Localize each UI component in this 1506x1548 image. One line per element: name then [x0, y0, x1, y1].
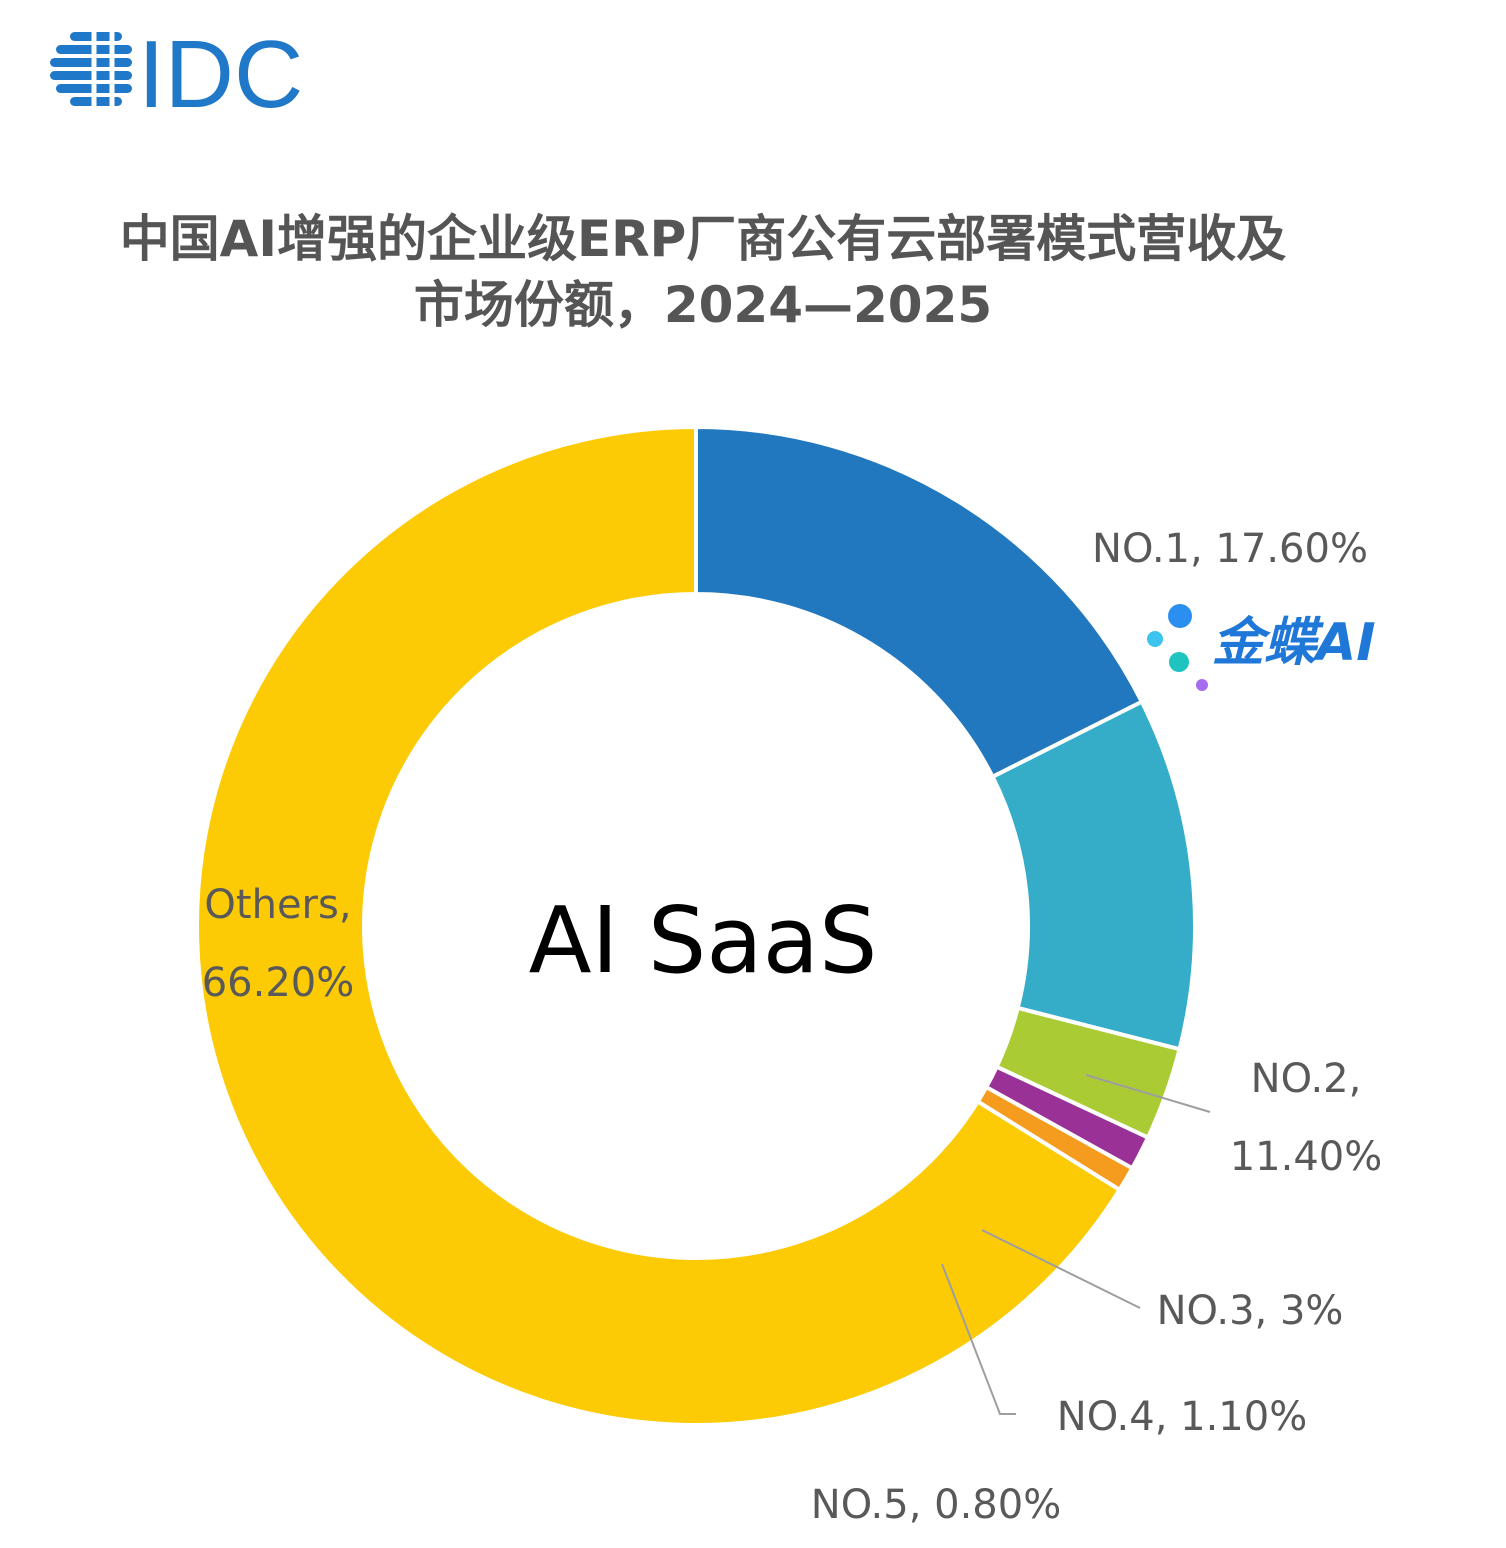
donut-slice-no-1 [694, 424, 1145, 780]
kingdee-dots-icon [1147, 604, 1208, 691]
slice-label-others-line-2: 66.20% [202, 960, 355, 1006]
leader-line-no-3 [981, 1229, 1141, 1309]
slice-label-no-4: NO.4, 1.10% [1057, 1394, 1307, 1440]
donut-slices [195, 424, 1198, 1427]
kingdee-logo-text: 金蝶AI [1212, 613, 1376, 673]
leader-line-no-4 [941, 1263, 1016, 1415]
slice-label-no-2-line-1: NO.2, [1251, 1056, 1362, 1102]
slice-label-no-2-line-2: 11.40% [1230, 1134, 1383, 1180]
slice-label-no-3: NO.3, 3% [1157, 1288, 1344, 1334]
leader-line-no-2 [1085, 1074, 1211, 1113]
slice-label-no-5: NO.5, 0.80% [811, 1482, 1061, 1528]
chart-title-line-2: 市场份额，2024—2025 [413, 276, 993, 334]
slice-label-no-1: NO.1, 17.60% [1092, 526, 1368, 572]
kingdee-ai-logo: 金蝶AI [1147, 604, 1376, 691]
chart-title-line-1: 中国AI增强的企业级ERP厂商公有云部署模式营收及 [119, 210, 1287, 268]
leader-lines [941, 1074, 1211, 1415]
slice-labels: NO.1, 17.60% NO.2, 11.40% NO.3, 3% NO.4, 1.1… [202, 526, 1383, 1528]
donut-center-label: AI SaaS [529, 887, 878, 994]
slice-label-others-line-1: Others, [204, 882, 351, 928]
chart-title: 中国AI增强的企业级ERP厂商公有云部署模式营收及 市场份额，2024—2025 [0, 206, 1406, 338]
donut-slice-others [195, 424, 1123, 1427]
idc-logo-text: IDC [138, 28, 303, 112]
idc-logo: IDC [50, 28, 303, 112]
